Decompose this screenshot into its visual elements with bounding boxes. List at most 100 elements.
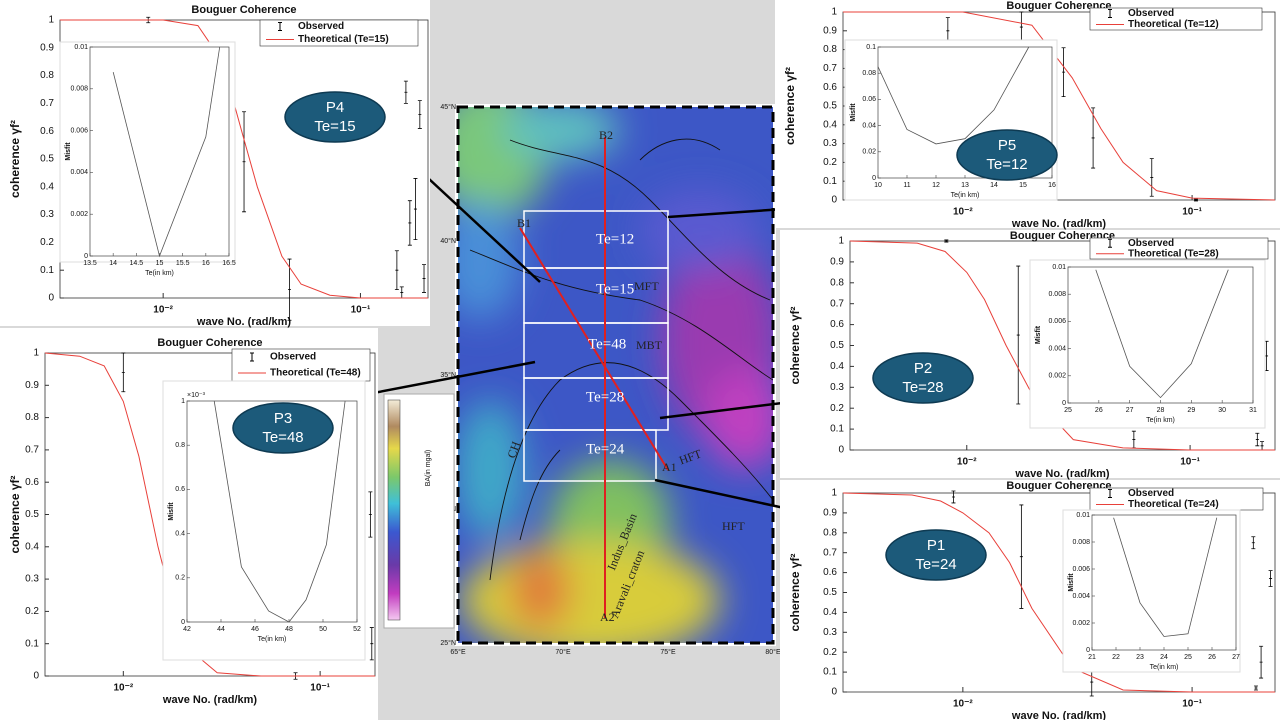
error-bar (407, 200, 412, 246)
callout-name: P2 (914, 360, 932, 377)
inset-y-tick-label: 0.02 (862, 149, 876, 156)
y-tick-label: 0.9 (823, 508, 837, 519)
inset-y-tick-label: 0.01 (1052, 264, 1066, 271)
lon-tick-label: 75°E (660, 648, 676, 656)
inset-x-tick-label: 26 (1208, 654, 1216, 661)
line (843, 11, 1276, 201)
inset-x-tick-label: 27 (1232, 654, 1240, 661)
lat-tick-label: 40°N (440, 237, 456, 245)
coherence-chart: 0 0.1 0.2 0.3 0.4 0.5 0.6 0.7 0.8 0.9 1 10⁻² 10⁻¹ Bou… (0, 328, 378, 720)
callout-name: P3 (274, 410, 292, 427)
legend (231, 348, 371, 382)
y-tick-label: 1 (48, 15, 54, 26)
inset-x-tick-label: 25 (1184, 654, 1192, 661)
inset-x-tick-label: 30 (1218, 407, 1226, 414)
x-axis-label: wave No. (rad/km) (1014, 468, 1109, 480)
inset-y-tick-label: 0 (872, 175, 876, 182)
y-tick-label: 0.6 (823, 82, 837, 93)
y-tick-label: 0.1 (823, 667, 837, 678)
legend-label: Theoretical (Te=12) (1128, 19, 1219, 30)
x-tick-label: 10⁻¹ (1180, 457, 1200, 468)
inset-x-tick-label: 10 (874, 182, 882, 189)
fault-lines (469, 138, 773, 581)
line (877, 46, 1030, 145)
y-tick-label: 0.8 (823, 44, 837, 55)
lat-tick-label: 35°N (440, 371, 456, 379)
error-bar (1251, 536, 1256, 550)
y-tick-label: 1 (831, 7, 837, 18)
inset-x-tick-label: 15 (156, 260, 164, 267)
chart-title: Bouguer Coherence (157, 337, 262, 349)
inset-x-tick-label: 46 (251, 626, 259, 633)
error-bar (1259, 645, 1264, 679)
y-tick-label: 0.8 (823, 527, 837, 538)
inset-x-tick-label: 15 (1019, 182, 1027, 189)
inset-x-tick-label: 15.5 (176, 260, 190, 267)
x-tick-label: 10⁻² (113, 683, 133, 694)
inset-x-label: Te(in km) (145, 270, 174, 277)
legend-swatch (250, 352, 254, 362)
callout-te: Te=28 (902, 379, 943, 396)
box-label: Te=15 (596, 281, 634, 297)
x-tick-label: 10⁻² (953, 207, 973, 218)
y-tick-label: 0.9 (40, 42, 54, 53)
inset-y-tick-label: 0.01 (74, 44, 88, 51)
inset-x-tick-label: 11 (903, 182, 910, 189)
inset-x-tick-label: 26 (1095, 407, 1103, 414)
inset-x-label: Te(in km) (1150, 664, 1179, 671)
error-bar (1019, 504, 1024, 609)
y-tick-label: 0.9 (25, 380, 39, 391)
inset-y-tick-label: 0.006 (1048, 318, 1066, 325)
y-tick-label: 0.3 (830, 382, 844, 393)
map: Te=12 Te=15 Te=48 Te=28 Te=24 B1 B2 A1 A… (383, 103, 781, 656)
inset-x-tick-label: 29 (1187, 407, 1195, 414)
inset-y-tick-label: 0.04 (862, 122, 876, 129)
inset-x-tick-label: 48 (285, 626, 293, 633)
y-tick-label: 0.5 (40, 154, 54, 165)
inset-y-tick-label: 0.002 (1072, 620, 1090, 627)
profile-b (519, 227, 669, 471)
chart-title: Bouguer Coherence (1010, 230, 1115, 242)
legend (1089, 237, 1269, 260)
inset-x-tick-label: 21 (1088, 654, 1096, 661)
inset-x-tick-label: 50 (319, 626, 327, 633)
callout (232, 402, 334, 454)
legend-label: Theoretical (Te=28) (1128, 248, 1219, 259)
callout (885, 529, 987, 581)
inset-y-tick-label: 0.008 (1072, 539, 1090, 546)
box-label: Te=28 (586, 389, 624, 405)
inset-y-tick-label: 0 (1062, 400, 1066, 407)
x-axis-label: wave No. (rad/km) (162, 694, 257, 706)
inset-y-tick-label: 0 (1086, 647, 1090, 654)
inset-y-tick-label: 0.006 (70, 127, 88, 134)
inset-x-tick-label: 13 (961, 182, 969, 189)
box-label: Te=48 (588, 336, 626, 352)
inset-y-label: Misfit (1035, 325, 1042, 344)
y-tick-label: 0.1 (823, 176, 837, 187)
inset-y-tick-label: 0.004 (1072, 593, 1090, 600)
x-tick-label: 10⁻² (153, 305, 173, 316)
inset-x-tick-label: 14 (990, 182, 998, 189)
y-tick-label: 0.4 (823, 119, 837, 130)
y-tick-label: 0.5 (25, 509, 39, 520)
coherence-chart: 0 0.1 0.2 0.3 0.4 0.5 0.6 0.7 0.8 0.9 1 10⁻² 10⁻¹ Bou… (0, 0, 430, 328)
error-bar (1061, 47, 1066, 97)
inset-y-label: Misfit (850, 103, 857, 122)
error-bar (368, 491, 373, 538)
x-tick-label: 10⁻¹ (310, 683, 330, 694)
y-tick-label: 0.4 (25, 541, 39, 552)
inset-y-tick-label: 0.6 (175, 486, 185, 493)
error-bar (1193, 198, 1198, 202)
colorbar-label: BA(in mgal) (425, 450, 432, 487)
callouts: P4 Te=15 P3 Te=48 P5 Te=12 P2 Te=28 P1 Te=24 (232, 91, 1058, 581)
y-tick-label: 0.2 (25, 606, 39, 617)
inset-x-tick-label: 24 (1160, 654, 1168, 661)
y-tick-label: 0.9 (823, 25, 837, 36)
x-tick-label: 10⁻¹ (351, 305, 371, 316)
error-bar (1016, 265, 1021, 405)
inset-axes (1091, 514, 1237, 651)
legend-label: Observed (298, 21, 344, 32)
inset-y-tick-label: 0.008 (70, 86, 88, 93)
